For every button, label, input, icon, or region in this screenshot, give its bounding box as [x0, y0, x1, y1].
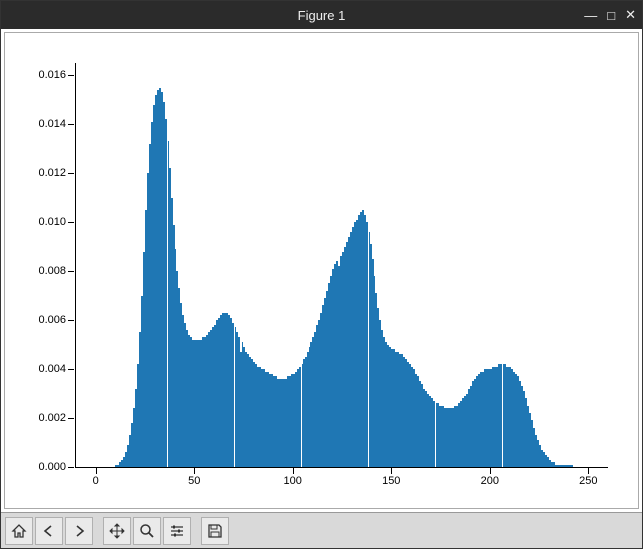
- maximize-icon[interactable]: □: [607, 8, 615, 23]
- y-tick: [68, 271, 74, 272]
- y-tick-label: 0.010: [38, 216, 66, 228]
- window-controls: — □ ✕: [584, 1, 636, 29]
- figure-window: Figure 1 — □ ✕ 0.000 0.002 0.004 0.006 0.008…: [0, 0, 643, 549]
- zoom-icon: [139, 523, 155, 539]
- arrow-left-icon: [41, 523, 57, 539]
- y-tick: [68, 467, 74, 468]
- y-tick: [68, 320, 74, 321]
- zoom-button[interactable]: [133, 517, 161, 545]
- x-tick: [490, 468, 491, 474]
- save-button[interactable]: [201, 517, 229, 545]
- sliders-icon: [169, 523, 185, 539]
- y-tick: [68, 75, 74, 76]
- x-tick-label: 50: [188, 475, 200, 487]
- plot-canvas: 0.000 0.002 0.004 0.006 0.008 0.010 0.012 0.014…: [4, 32, 639, 509]
- save-icon: [207, 523, 223, 539]
- y-tick-label: 0.012: [38, 167, 66, 179]
- configure-button[interactable]: [163, 517, 191, 545]
- y-tick-label: 0.014: [38, 118, 66, 130]
- home-icon: [11, 523, 27, 539]
- x-tick-label: 100: [284, 475, 302, 487]
- x-tick-label: 0: [93, 475, 99, 487]
- back-button[interactable]: [35, 517, 63, 545]
- y-tick-label: 0.002: [38, 412, 66, 424]
- home-button[interactable]: [5, 517, 33, 545]
- histogram-bar: [571, 465, 573, 467]
- matplotlib-toolbar: [1, 512, 642, 548]
- x-tick-label: 150: [382, 475, 400, 487]
- y-tick-label: 0.000: [38, 461, 66, 473]
- x-tick: [588, 468, 589, 474]
- y-tick-label: 0.008: [38, 265, 66, 277]
- bar-gap: [502, 63, 503, 467]
- y-tick: [68, 124, 74, 125]
- window-title: Figure 1: [298, 8, 346, 23]
- y-tick: [68, 222, 74, 223]
- y-tick: [68, 369, 74, 370]
- axes: 0.0000.0020.0040.0060.0080.0100.0120.014…: [75, 63, 608, 468]
- y-tick-label: 0.004: [38, 363, 66, 375]
- x-tick: [194, 468, 195, 474]
- minimize-icon[interactable]: —: [584, 8, 597, 23]
- y-tick: [68, 173, 74, 174]
- y-tick-label: 0.006: [38, 314, 66, 326]
- histogram-bars: [76, 63, 608, 467]
- x-tick-label: 200: [481, 475, 499, 487]
- bar-gap: [167, 63, 168, 467]
- y-tick: [68, 418, 74, 419]
- forward-button[interactable]: [65, 517, 93, 545]
- pan-button[interactable]: [103, 517, 131, 545]
- bar-gap: [301, 63, 302, 467]
- bar-gap: [234, 63, 235, 467]
- bar-gap: [435, 63, 436, 467]
- x-tick: [96, 468, 97, 474]
- arrow-right-icon: [71, 523, 87, 539]
- close-icon[interactable]: ✕: [625, 7, 636, 23]
- window-titlebar[interactable]: Figure 1 — □ ✕: [1, 1, 642, 29]
- y-tick-label: 0.016: [38, 69, 66, 81]
- move-icon: [109, 523, 125, 539]
- bar-gap: [368, 63, 369, 467]
- x-tick-label: 250: [579, 475, 597, 487]
- x-tick: [391, 468, 392, 474]
- x-tick: [293, 468, 294, 474]
